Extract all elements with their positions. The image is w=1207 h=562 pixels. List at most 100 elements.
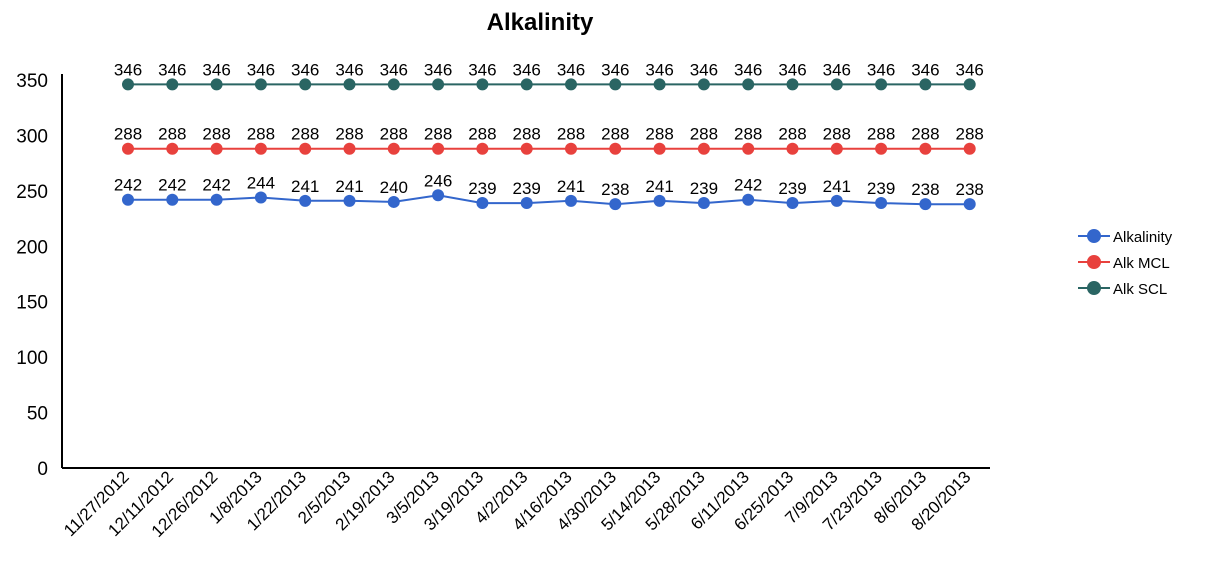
data-label-alkalinity: 244 (247, 174, 275, 193)
data-label-alk-scl: 346 (468, 60, 496, 79)
data-label-alkalinity: 238 (601, 180, 629, 199)
data-point-alk-mcl (963, 142, 976, 155)
data-label-alkalinity: 239 (690, 179, 718, 198)
data-label-alk-mcl: 288 (202, 125, 230, 144)
data-point-alkalinity (166, 193, 179, 206)
data-point-alk-scl (565, 78, 577, 91)
data-label-alkalinity: 239 (867, 179, 895, 198)
data-point-alk-mcl (742, 142, 755, 155)
data-label-alk-mcl: 288 (823, 125, 851, 144)
data-label-alkalinity: 241 (335, 177, 363, 196)
data-label-alk-mcl: 288 (557, 125, 585, 144)
data-point-alkalinity (609, 198, 622, 211)
data-label-alk-mcl: 288 (645, 125, 673, 144)
data-label-alkalinity: 239 (778, 179, 806, 198)
data-point-alk-mcl (875, 142, 888, 155)
data-point-alkalinity (122, 193, 134, 206)
series-points (122, 78, 976, 211)
data-point-alkalinity (875, 197, 888, 210)
data-label-alk-mcl: 288 (247, 125, 275, 144)
data-label-alk-mcl: 288 (867, 125, 895, 144)
data-label-alk-mcl: 288 (158, 125, 186, 144)
data-label-alk-mcl: 288 (690, 125, 718, 144)
data-label-alk-mcl: 288 (601, 125, 629, 144)
data-point-alkalinity (565, 194, 577, 207)
data-point-alk-scl (963, 78, 976, 91)
data-point-alkalinity (432, 189, 445, 202)
data-point-alk-mcl (697, 142, 710, 155)
data-point-alk-scl (122, 78, 134, 91)
y-tick-label: 50 (27, 404, 48, 425)
legend-label-alk-mcl: Alk MCL (1113, 255, 1170, 272)
data-label-alk-scl: 346 (335, 60, 363, 79)
data-label-alk-mcl: 288 (778, 125, 806, 144)
data-point-alk-scl (166, 78, 179, 91)
data-point-alk-mcl (520, 142, 533, 155)
data-label-alkalinity: 239 (513, 179, 541, 198)
data-point-alkalinity (343, 194, 356, 207)
legend-marker-alk-mcl (1087, 255, 1101, 269)
data-point-alk-mcl (786, 142, 799, 155)
data-label-alkalinity: 241 (823, 177, 851, 196)
data-label-alkalinity: 238 (956, 180, 984, 199)
data-label-alkalinity: 241 (557, 177, 585, 196)
y-tick-label: 150 (16, 293, 48, 314)
data-label-alk-mcl: 288 (335, 125, 363, 144)
data-label-alkalinity: 246 (424, 171, 452, 190)
data-label-alk-scl: 346 (380, 60, 408, 79)
data-label-alk-mcl: 288 (911, 125, 939, 144)
data-point-alkalinity (476, 197, 489, 210)
legend-marker-alk-scl (1087, 281, 1101, 295)
series-lines (128, 83, 970, 206)
data-point-alk-scl (609, 78, 622, 91)
data-label-alkalinity: 242 (114, 176, 142, 195)
data-point-alk-scl (653, 78, 666, 91)
data-label-alkalinity: 242 (202, 176, 230, 195)
data-label-alk-scl: 346 (424, 60, 452, 79)
data-point-alk-scl (432, 78, 445, 91)
data-point-alk-scl (343, 78, 356, 91)
data-point-alk-scl (299, 78, 312, 91)
data-point-alkalinity (919, 198, 932, 211)
data-label-alk-scl: 346 (867, 60, 895, 79)
data-label-alk-scl: 346 (690, 60, 718, 79)
data-label-alkalinity: 241 (645, 177, 673, 196)
data-point-alkalinity (830, 194, 843, 207)
data-label-alk-scl: 346 (734, 60, 762, 79)
data-label-alk-scl: 346 (247, 60, 275, 79)
data-label-alk-scl: 346 (911, 60, 939, 79)
data-point-alk-mcl (432, 142, 445, 155)
data-label-alk-scl: 346 (202, 60, 230, 79)
data-point-alk-mcl (299, 142, 312, 155)
data-label-alkalinity: 240 (380, 178, 408, 197)
data-point-alk-scl (830, 78, 843, 91)
data-point-alkalinity (299, 194, 312, 207)
data-label-alk-scl: 346 (956, 60, 984, 79)
data-point-alk-scl (875, 78, 888, 91)
y-tick-labels: 0 50 100 150 200 250 300 350 (16, 71, 48, 480)
data-point-alkalinity (387, 195, 400, 208)
data-point-alkalinity (697, 197, 710, 210)
data-label-alk-mcl: 288 (513, 125, 541, 144)
data-label-alkalinity: 242 (734, 176, 762, 195)
data-point-alkalinity (210, 193, 223, 206)
data-point-alk-mcl (609, 142, 622, 155)
data-point-alkalinity (742, 193, 755, 206)
data-point-alk-mcl (343, 142, 356, 155)
data-point-alk-mcl (830, 142, 843, 155)
data-point-alkalinity (653, 194, 666, 207)
data-label-alkalinity: 239 (468, 179, 496, 198)
data-point-alk-mcl (653, 142, 666, 155)
data-label-alk-mcl: 288 (468, 125, 496, 144)
data-label-alk-mcl: 288 (380, 125, 408, 144)
data-label-alk-mcl: 288 (424, 125, 452, 144)
legend-label-alkalinity: Alkalinity (1113, 229, 1173, 246)
data-label-alk-scl: 346 (778, 60, 806, 79)
data-label-alk-mcl: 288 (956, 125, 984, 144)
data-label-alkalinity: 238 (911, 180, 939, 199)
data-point-alk-scl (919, 78, 932, 91)
data-label-alk-mcl: 288 (291, 125, 319, 144)
data-point-alk-mcl (476, 142, 489, 155)
data-label-alk-scl: 346 (823, 60, 851, 79)
